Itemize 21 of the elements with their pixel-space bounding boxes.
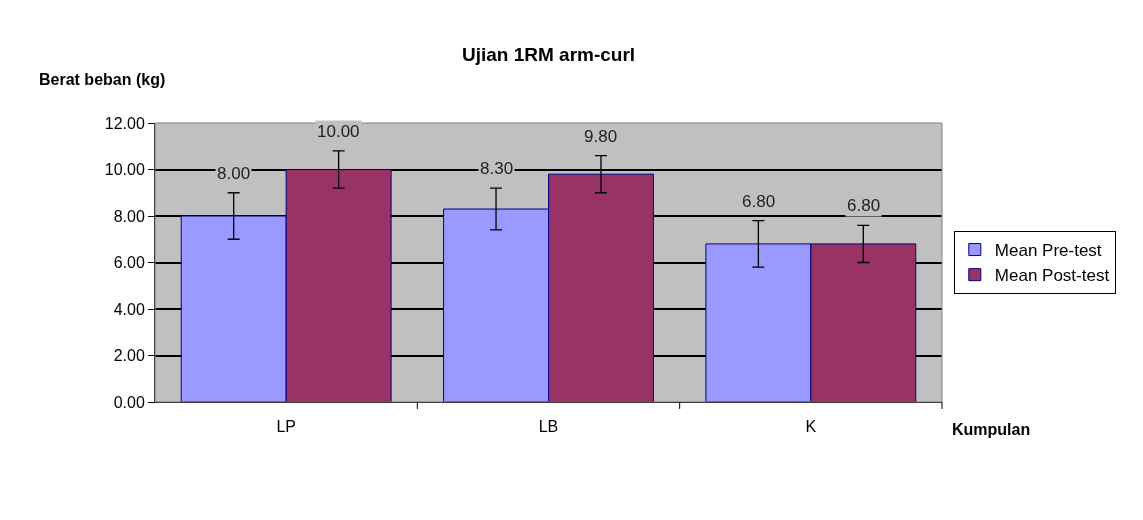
x-tick-label: LP xyxy=(276,418,296,436)
y-tick-label: 4.00 xyxy=(113,300,145,318)
x-tick-label: K xyxy=(805,418,817,436)
data-label: 10.00 xyxy=(317,122,360,141)
y-tick-label: 10.00 xyxy=(104,161,145,179)
y-tick-label: 0.00 xyxy=(113,393,145,411)
y-tick-label: 8.00 xyxy=(113,207,145,225)
y-tick-label: 2.00 xyxy=(113,347,145,365)
legend-label: Mean Pre-test xyxy=(994,241,1102,261)
y-axis-title: Berat beban (kg) xyxy=(39,71,166,88)
data-label: 8.00 xyxy=(217,164,251,183)
legend-label: Mean Post-test xyxy=(994,266,1110,286)
chart-title: Ujian 1RM arm-curl xyxy=(462,44,636,65)
data-label: 8.30 xyxy=(480,159,514,178)
x-tick-label: LB xyxy=(538,418,559,436)
data-label: 6.80 xyxy=(847,196,881,215)
y-tick-label: 12.00 xyxy=(104,114,145,132)
x-axis-title: Kumpulan xyxy=(952,421,1031,438)
y-tick-label: 6.00 xyxy=(113,254,145,272)
data-label: 9.80 xyxy=(584,127,618,146)
data-label: 6.80 xyxy=(742,192,776,211)
